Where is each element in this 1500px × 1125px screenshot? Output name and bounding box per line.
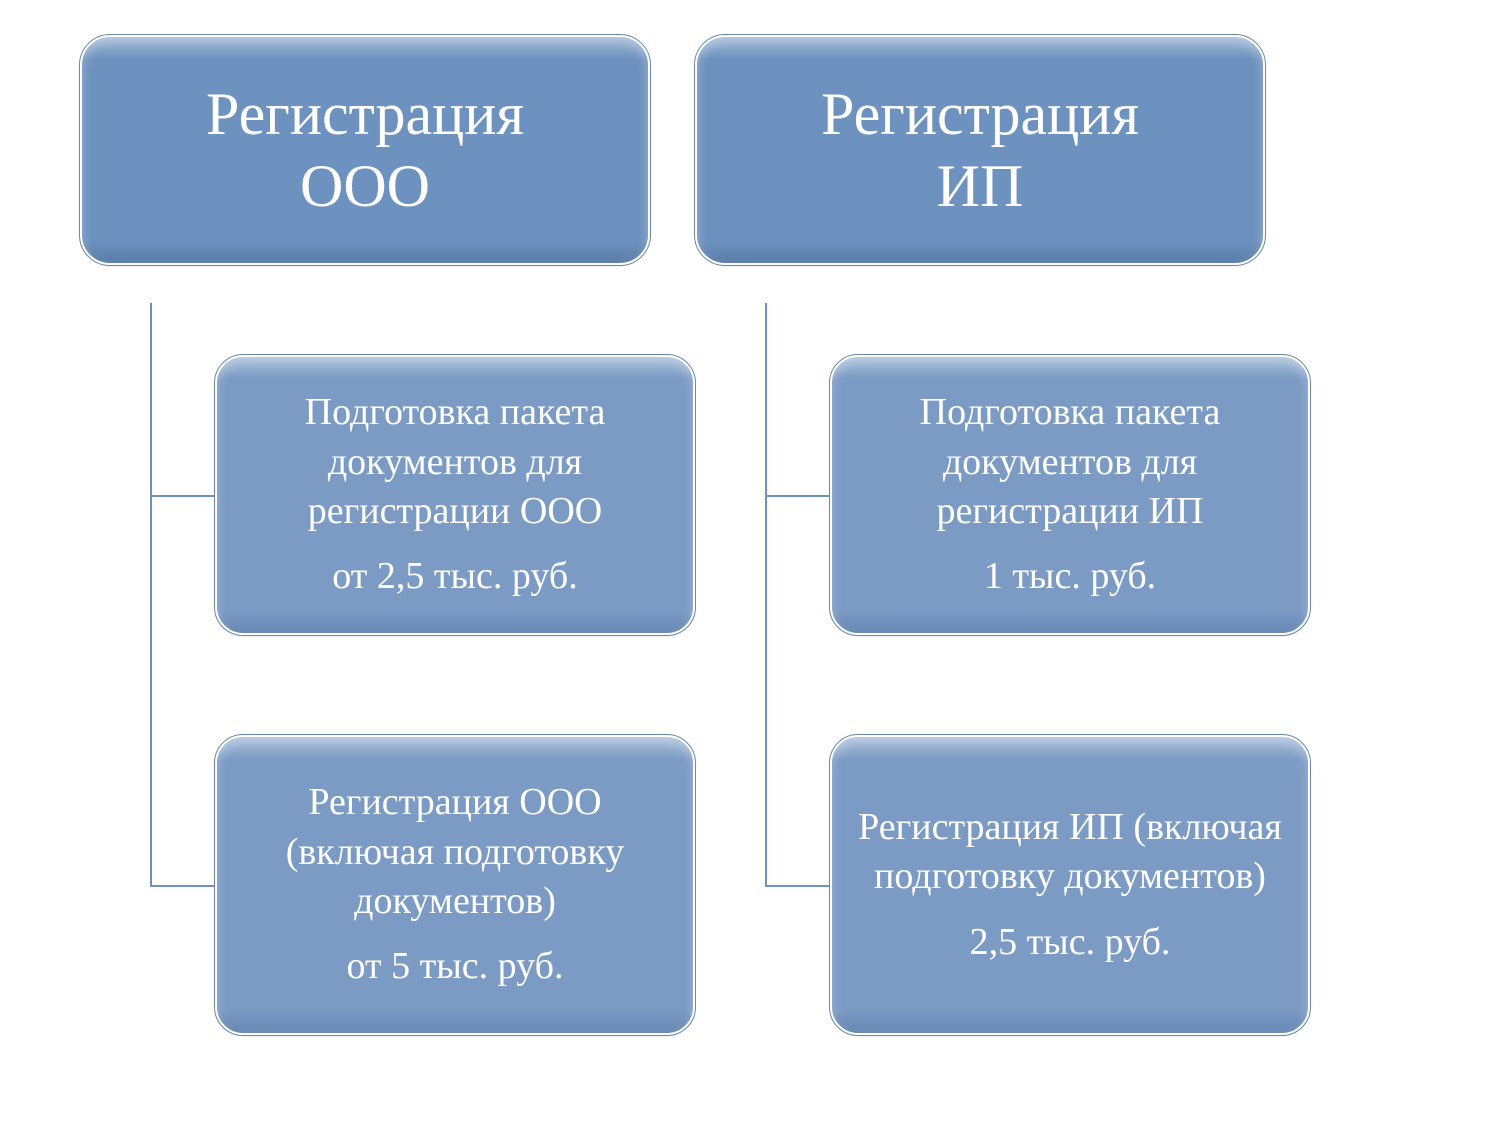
child-node-price: 1 тыс. руб.	[984, 552, 1156, 601]
connector-vertical	[765, 303, 767, 885]
connector-vertical	[150, 303, 152, 885]
child-node-desc: Подготовка пакета документов для регистр…	[856, 388, 1284, 536]
connector-horizontal	[765, 495, 830, 497]
child-node-price: от 5 тыс. руб.	[347, 942, 564, 991]
tree-column-ip: Регистрация ИП Подготовка пакета докумен…	[695, 35, 1265, 265]
child-node-ooo-1: Подготовка пакета документов для регистр…	[215, 355, 695, 635]
child-node-ip-1: Подготовка пакета документов для регистр…	[830, 355, 1310, 635]
connector-horizontal	[150, 495, 215, 497]
root-node-title: Регистрация ИП	[821, 78, 1139, 222]
connector-horizontal	[150, 885, 215, 887]
connector-horizontal	[765, 885, 830, 887]
diagram-canvas: Регистрация ООО Подготовка пакета докуме…	[0, 0, 1500, 1125]
root-node-title: Регистрация ООО	[206, 78, 524, 222]
child-node-price: от 2,5 тыс. руб.	[332, 552, 577, 601]
tree-column-ooo: Регистрация ООО Подготовка пакета докуме…	[80, 35, 650, 265]
root-node-ooo: Регистрация ООО	[80, 35, 650, 265]
child-node-desc: Регистрация ИП (включая подготовку докум…	[856, 803, 1284, 902]
child-node-desc: Регистрация ООО (включая подготовку доку…	[241, 778, 669, 926]
root-node-ip: Регистрация ИП	[695, 35, 1265, 265]
child-node-desc: Подготовка пакета документов для регистр…	[241, 388, 669, 536]
child-node-ooo-2: Регистрация ООО (включая подготовку доку…	[215, 735, 695, 1035]
child-node-price: 2,5 тыс. руб.	[970, 918, 1171, 967]
child-node-ip-2: Регистрация ИП (включая подготовку докум…	[830, 735, 1310, 1035]
